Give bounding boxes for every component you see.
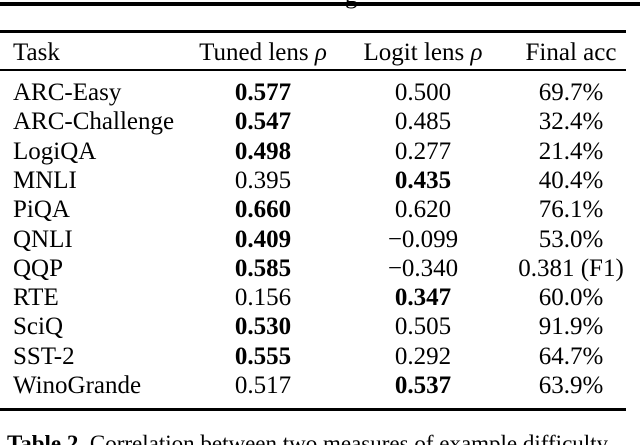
final-acc-value: 53.0%	[538, 226, 604, 253]
tuned-lens-value: 0.547	[234, 108, 292, 135]
final-acc-value: 0.381 (F1)	[518, 255, 624, 282]
caption-text: Correlation between two measures of exam…	[89, 431, 613, 445]
header-task: Task	[13, 39, 60, 66]
task-cell: QNLI	[13, 226, 73, 253]
table-row: SciQ 0.530 0.505 91.9%	[0, 312, 640, 341]
final-acc-value: 69.7%	[538, 79, 604, 106]
task-cell: SciQ	[13, 313, 63, 340]
caption-label: Table 2.	[7, 431, 85, 445]
table-caption: Table 2. Correlation between two measure…	[7, 430, 633, 445]
final-acc-value: 60.0%	[538, 284, 604, 311]
table-row: RTE 0.156 0.347 60.0%	[0, 283, 640, 312]
rho-symbol: ρ	[314, 39, 327, 66]
tuned-lens-value: 0.395	[234, 167, 292, 194]
table-top-rule	[0, 30, 626, 33]
tuned-lens-value: 0.517	[234, 372, 292, 399]
table-bottom-rule	[0, 408, 626, 411]
logit-lens-value: 0.485	[394, 108, 452, 135]
table-row: ARC-Easy 0.577 0.500 69.7%	[0, 78, 640, 107]
table-row: PiQA 0.660 0.620 76.1%	[0, 195, 640, 224]
final-acc-value: 64.7%	[538, 343, 604, 370]
final-acc-value: 91.9%	[538, 313, 604, 340]
tuned-lens-value: 0.409	[234, 226, 292, 253]
tuned-lens-value: 0.555	[234, 343, 292, 370]
logit-lens-value: 0.537	[394, 372, 452, 399]
header-logit-lens: Logit lens ρ	[363, 39, 483, 66]
logit-lens-value: 0.347	[394, 284, 452, 311]
task-cell: ARC-Challenge	[13, 108, 175, 135]
table-header-row: Task Tuned lens ρ Logit lens ρ Final acc	[0, 38, 640, 68]
final-acc-value: 32.4%	[538, 108, 604, 135]
task-cell: WinoGrande	[13, 372, 142, 399]
logit-lens-value: 0.277	[394, 138, 452, 165]
table-row: QQP 0.585 −0.340 0.381 (F1)	[0, 254, 640, 283]
table-row: ARC-Challenge 0.547 0.485 32.4%	[0, 107, 640, 136]
logit-lens-value: −0.099	[387, 226, 459, 253]
logit-lens-value: 0.435	[394, 167, 452, 194]
tuned-lens-value: 0.660	[234, 196, 292, 223]
task-cell: QQP	[13, 255, 64, 282]
logit-lens-value: 0.292	[394, 343, 452, 370]
tuned-lens-value: 0.156	[234, 284, 292, 311]
task-cell: MNLI	[13, 167, 77, 194]
task-cell: RTE	[13, 284, 59, 311]
outer-top-rule	[0, 2, 640, 6]
table-header-separator-rule	[0, 69, 626, 71]
task-cell: LogiQA	[13, 138, 97, 165]
tuned-lens-value: 0.577	[234, 79, 292, 106]
task-cell: SST-2	[13, 343, 75, 370]
rho-symbol: ρ	[470, 39, 483, 66]
table-row: SST-2 0.555 0.292 64.7%	[0, 342, 640, 371]
tuned-lens-value: 0.585	[234, 255, 292, 282]
task-cell: PiQA	[13, 196, 70, 223]
tuned-lens-value: 0.530	[234, 313, 292, 340]
final-acc-value: 40.4%	[538, 167, 604, 194]
table-row: WinoGrande 0.517 0.537 63.9%	[0, 371, 640, 400]
logit-lens-value: 0.620	[394, 196, 452, 223]
table-row: MNLI 0.395 0.435 40.4%	[0, 166, 640, 195]
header-final-acc: Final acc	[525, 39, 617, 66]
final-acc-value: 63.9%	[538, 372, 604, 399]
logit-lens-value: −0.340	[387, 255, 459, 282]
tuned-lens-value: 0.498	[234, 138, 292, 165]
logit-lens-value: 0.505	[394, 313, 452, 340]
logit-lens-value: 0.500	[394, 79, 452, 106]
final-acc-value: 21.4%	[538, 138, 604, 165]
table-row: QNLI 0.409 −0.099 53.0%	[0, 225, 640, 254]
header-tuned-lens: Tuned lens ρ	[199, 39, 327, 66]
final-acc-value: 76.1%	[538, 196, 604, 223]
task-cell: ARC-Easy	[13, 79, 122, 106]
table-row: LogiQA 0.498 0.277 21.4%	[0, 137, 640, 166]
